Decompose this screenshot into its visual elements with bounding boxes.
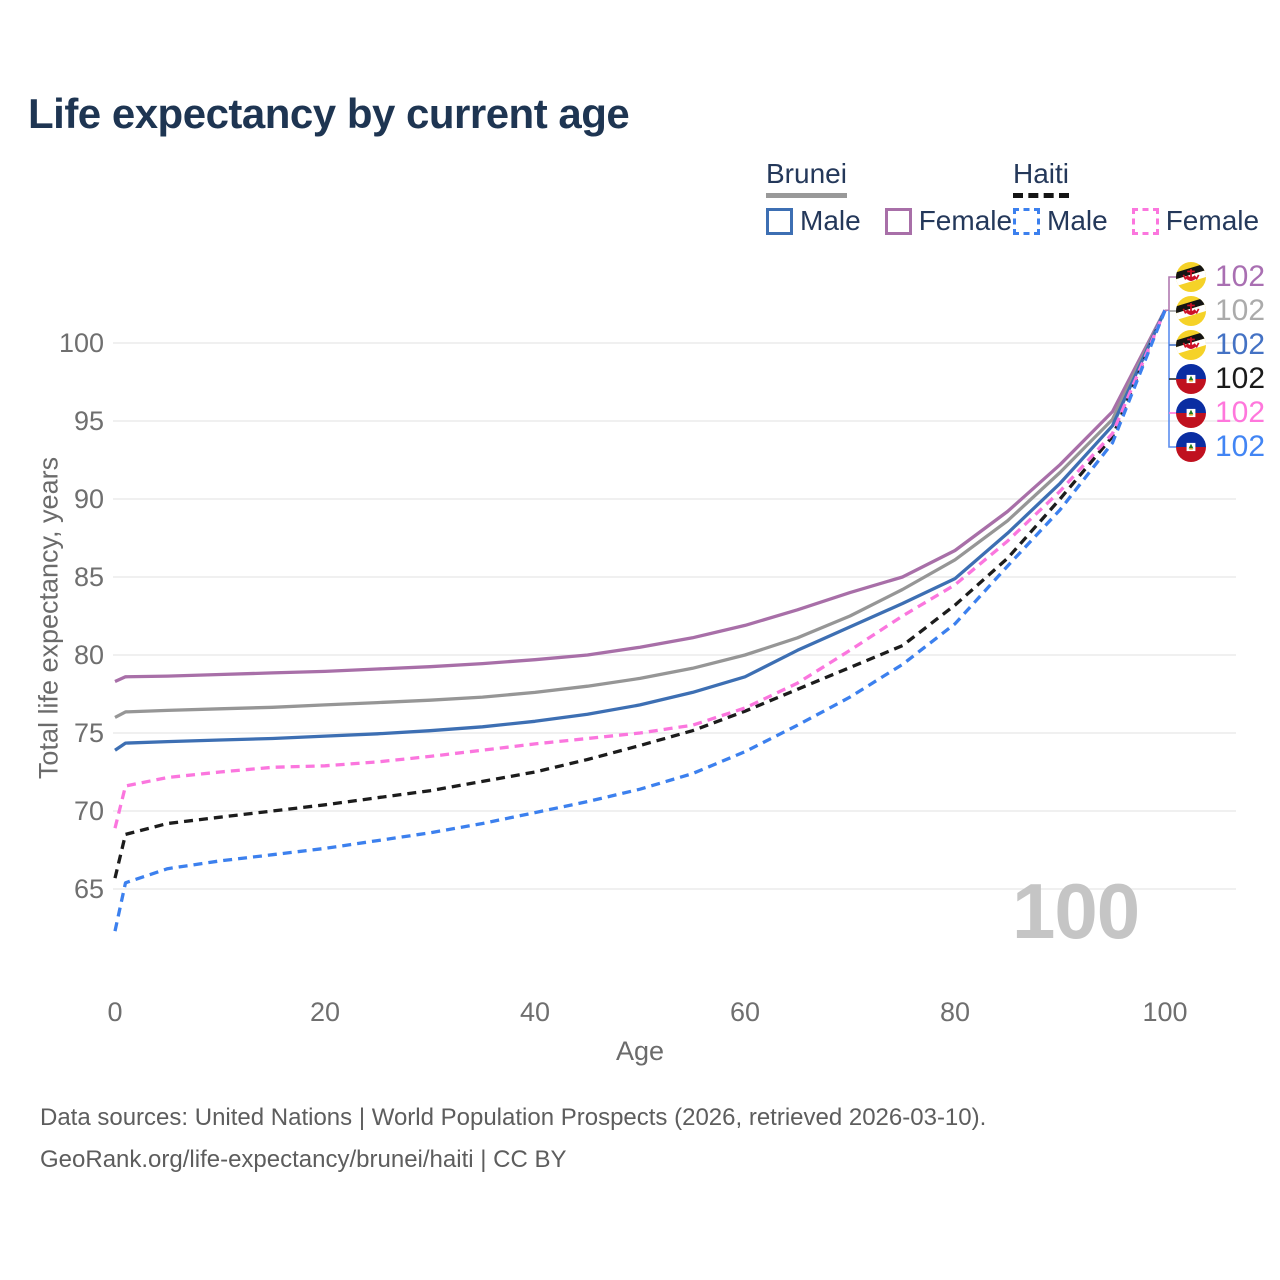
marker-connector <box>1168 310 1176 448</box>
end-value-label: 102 <box>1215 328 1266 361</box>
legend-items-haiti: Male Female <box>1013 205 1259 237</box>
end-value-row-brunei-both: 102 <box>1176 294 1265 328</box>
brunei-flag-icon <box>1176 330 1206 360</box>
y-tick-label: 95 <box>74 406 104 436</box>
x-tick-label: 0 <box>107 997 122 1027</box>
attribution-line: GeoRank.org/life-expectancy/brunei/haiti… <box>40 1146 567 1173</box>
end-value-label: 102 <box>1215 294 1266 327</box>
y-axis-title: Total life expectancy, years <box>33 456 64 780</box>
age-watermark: 100 <box>1012 867 1140 955</box>
legend-label: Male <box>800 205 861 236</box>
end-value-row-haiti-male: 102 <box>1176 430 1265 464</box>
y-tick-label: 70 <box>74 796 104 826</box>
legend-item-haiti-female[interactable]: Female <box>1131 205 1260 237</box>
legend-item-brunei-male[interactable]: Male <box>766 205 861 237</box>
y-tick-label: 85 <box>74 562 104 592</box>
legend-group-brunei: Brunei Male Female <box>766 158 1012 237</box>
haiti-flag-icon <box>1176 432 1206 462</box>
y-tick-label: 80 <box>74 640 104 670</box>
end-value-row-brunei-male: 102 <box>1176 328 1265 362</box>
legend-label: Male <box>1047 205 1108 236</box>
series-line <box>114 309 1167 684</box>
x-axis-title: Age <box>615 1036 665 1066</box>
brunei-flag-icon <box>1176 296 1206 326</box>
haiti-flag-icon <box>1176 364 1206 394</box>
marker-connector <box>1165 276 1176 312</box>
series-line <box>113 309 1167 932</box>
chart-canvas: 65 70 75 80 85 90 95 100 0 20 40 60 80 100 <box>59 276 1236 1027</box>
legend-label: Female <box>918 205 1013 236</box>
series-line <box>114 309 1167 752</box>
legend-group-haiti: Haiti Male Female <box>1013 158 1259 237</box>
haiti-flag-icon <box>1176 398 1206 428</box>
x-tick-label: 60 <box>730 997 760 1027</box>
legend-item-brunei-female[interactable]: Female <box>884 205 1013 237</box>
end-value-row-haiti-both: 102 <box>1176 362 1265 396</box>
legend-item-haiti-male[interactable]: Male <box>1013 205 1108 237</box>
end-value-label: 102 <box>1215 396 1266 429</box>
brunei-flag-icon <box>1176 262 1206 292</box>
haiti-male-swatch-icon <box>1013 207 1040 235</box>
y-tick-label: 75 <box>74 718 104 748</box>
brunei-male-swatch-icon <box>766 207 793 235</box>
x-tick-label: 20 <box>310 997 340 1027</box>
x-tick-label: 100 <box>1142 997 1187 1027</box>
page-title: Life expectancy by current age <box>28 90 630 137</box>
end-value-label: 102 <box>1215 362 1266 395</box>
series-line <box>113 309 1167 829</box>
end-value-label: 102 <box>1215 430 1266 463</box>
x-tick-label: 40 <box>520 997 550 1027</box>
series-line <box>113 309 1167 879</box>
end-value-row-brunei-female: 102 <box>1176 260 1265 294</box>
end-value-row-haiti-female: 102 <box>1176 396 1265 430</box>
x-tick-label: 80 <box>940 997 970 1027</box>
data-source-line: Data sources: United Nations | World Pop… <box>40 1104 987 1131</box>
legend-items-brunei: Male Female <box>766 205 1012 237</box>
y-tick-label: 100 <box>59 328 104 358</box>
haiti-female-swatch-icon <box>1131 207 1159 235</box>
legend-label: Female <box>1165 205 1260 236</box>
y-tick-label: 65 <box>74 874 104 904</box>
end-value-label: 102 <box>1215 260 1266 293</box>
y-tick-label: 90 <box>74 484 104 514</box>
legend-header-brunei: Brunei <box>766 158 847 198</box>
legend-header-haiti: Haiti <box>1013 158 1070 198</box>
series-line <box>114 309 1167 719</box>
brunei-female-swatch-icon <box>884 207 912 235</box>
